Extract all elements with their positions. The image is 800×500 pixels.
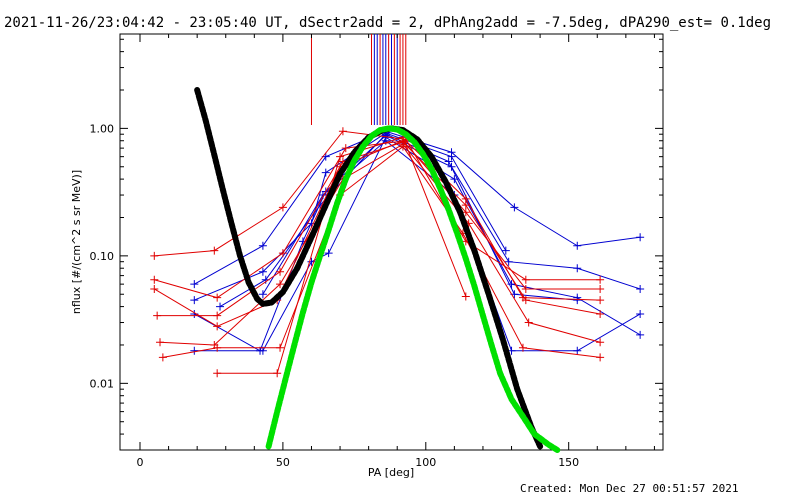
data-point-red	[461, 292, 470, 301]
x-tick-label: 100	[415, 456, 436, 469]
series-line-blue	[219, 133, 578, 308]
data-point-red	[150, 251, 159, 260]
data-point-red	[213, 293, 222, 302]
data-point-red	[596, 284, 605, 293]
y-axis-label: nflux [#/(cm^2 s sr MeV)]	[70, 170, 83, 314]
data-point-red	[521, 275, 530, 284]
data-point-red	[150, 284, 159, 293]
data-point-blue	[510, 203, 519, 212]
data-point-red	[153, 311, 162, 320]
data-point-red	[338, 127, 347, 136]
data-point-red	[524, 318, 533, 327]
data-point-red	[278, 249, 287, 258]
data-point-red	[158, 353, 167, 362]
data-point-red	[596, 353, 605, 362]
data-point-red	[210, 246, 219, 255]
series-line-red	[159, 143, 601, 346]
data-point-red	[596, 309, 605, 318]
data-point-red	[461, 201, 470, 210]
data-point-red	[278, 203, 287, 212]
series-line-blue	[262, 140, 641, 352]
data-point-red	[213, 369, 222, 378]
data-point-blue	[258, 267, 267, 276]
x-axis-label: PA [deg]	[368, 466, 414, 479]
data-point-blue	[636, 233, 645, 242]
data-point-blue	[190, 280, 199, 289]
series-line-red	[154, 140, 601, 301]
data-point-blue	[636, 330, 645, 339]
axis-ticks: 0 50 100 150 1.00 0.10 0.01	[90, 34, 663, 469]
data-point-red	[521, 296, 530, 305]
data-point-red	[213, 311, 222, 320]
y-tick-label: 1.00	[90, 122, 115, 135]
series-line-red	[154, 130, 601, 281]
x-tick-label: 150	[558, 456, 579, 469]
data-point-blue	[573, 264, 582, 273]
data-point-blue	[636, 284, 645, 293]
data-point-blue	[190, 296, 199, 305]
data-point-blue	[573, 346, 582, 355]
data-point-blue	[504, 257, 513, 266]
data-point-blue	[573, 241, 582, 250]
data-point-red	[276, 343, 285, 352]
data-point-blue	[258, 241, 267, 250]
data-point-red	[276, 280, 285, 289]
top-markers	[310, 34, 407, 125]
data-point-red	[276, 267, 285, 276]
data-point-red	[521, 284, 530, 293]
data-point-blue	[501, 246, 510, 255]
data-point-blue	[321, 168, 330, 177]
created-timestamp: Created: Mon Dec 27 00:51:57 2021	[520, 482, 739, 495]
data-point-blue	[573, 296, 582, 305]
fit-curve-black	[194, 87, 544, 450]
data-point-red	[596, 338, 605, 347]
data-point-blue	[318, 191, 327, 200]
fit-curves	[194, 87, 561, 453]
series-line-blue	[194, 130, 641, 285]
x-tick-label: 50	[276, 456, 290, 469]
data-point-red	[596, 296, 605, 305]
x-tick-label: 0	[137, 456, 144, 469]
data-point-red	[150, 275, 159, 284]
data-point-red	[596, 275, 605, 284]
y-tick-label: 0.01	[90, 377, 115, 390]
data-point-red	[213, 322, 222, 331]
data-point-red	[273, 369, 282, 378]
data-point-red	[336, 152, 345, 161]
series-line-red	[162, 145, 601, 358]
series-line-red	[157, 141, 601, 317]
data-point-blue	[324, 249, 333, 258]
data-point-blue	[447, 152, 456, 161]
data-point-blue	[444, 157, 453, 166]
series-line-blue	[194, 136, 641, 352]
data-point-red	[398, 136, 407, 145]
data-point-red	[213, 343, 222, 352]
data-point-red	[518, 343, 527, 352]
data-series	[150, 127, 645, 378]
data-point-blue	[636, 309, 645, 318]
chart-title: 2021-11-26/23:04:42 - 23:05:40 UT, dSect…	[4, 15, 772, 31]
data-point-blue	[216, 302, 225, 311]
fit-curve-green	[265, 125, 561, 453]
data-point-blue	[258, 290, 267, 299]
y-tick-label: 0.10	[90, 250, 115, 263]
data-point-red	[341, 144, 350, 153]
data-point-blue	[190, 346, 199, 355]
data-point-red	[156, 338, 165, 347]
series-line-red	[154, 140, 601, 327]
